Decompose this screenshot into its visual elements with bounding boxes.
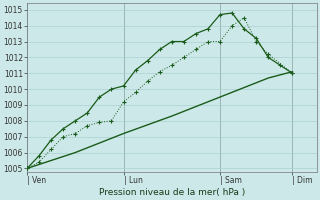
X-axis label: Pression niveau de la mer( hPa ): Pression niveau de la mer( hPa ) [99,188,245,197]
